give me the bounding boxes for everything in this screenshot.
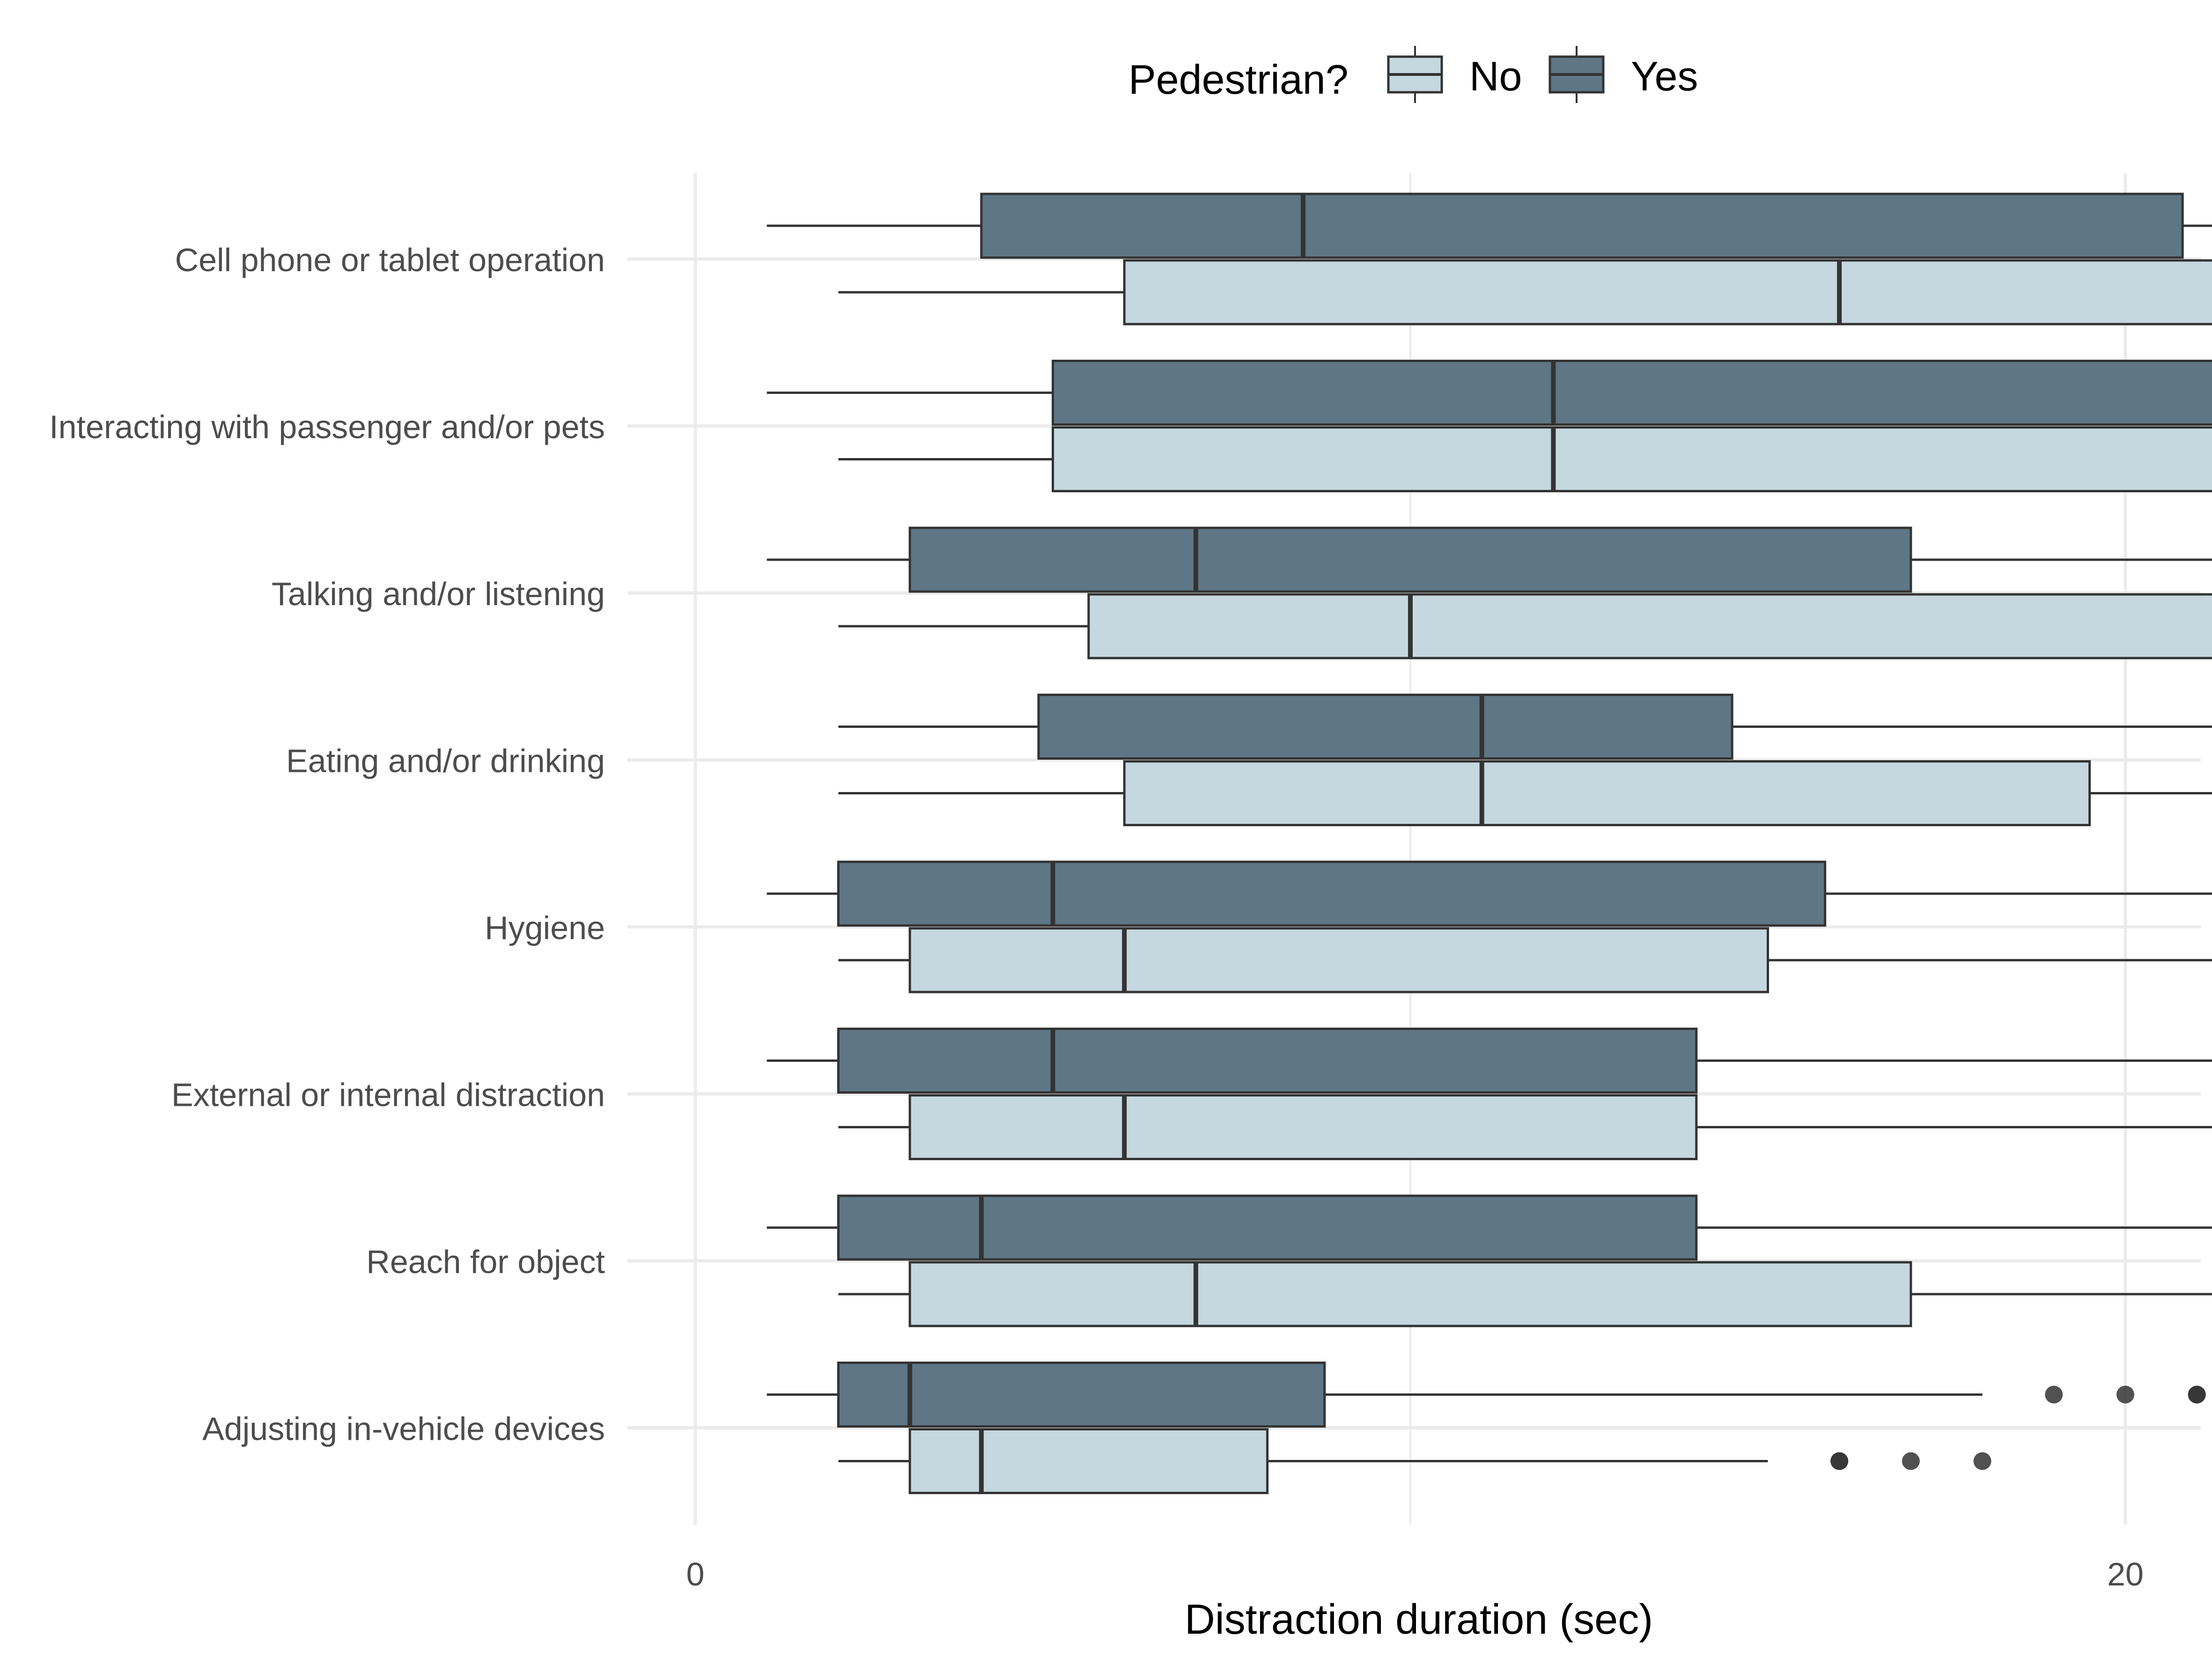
box-iqr <box>980 193 2184 259</box>
category-labels: Cell phone or tablet operation Interactin… <box>49 242 605 1447</box>
box-yes <box>767 1028 2212 1094</box>
box-no <box>838 1094 2212 1160</box>
x-tick-label: 20 <box>2107 1556 2144 1592</box>
box-no <box>838 593 2212 659</box>
box-no <box>838 1261 2212 1327</box>
category-label: Interacting with passenger and/or pets <box>49 409 605 445</box>
legend: Pedestrian? No Yes <box>1128 46 1698 103</box>
outlier-point <box>2045 1385 2063 1404</box>
box-iqr <box>837 1362 1326 1428</box>
legend-entry-no: No <box>1387 46 1522 103</box>
category-label: Talking and/or listening <box>272 576 605 612</box>
outlier-point <box>1973 1452 1991 1470</box>
box-iqr <box>1123 259 2212 326</box>
outlier-point <box>1902 1452 1920 1470</box>
legend-title: Pedestrian? <box>1128 56 1349 103</box>
box-iqr <box>908 1094 1698 1160</box>
category-label: Eating and/or drinking <box>286 743 605 779</box>
box-iqr <box>837 860 1827 927</box>
box-no <box>838 927 2212 993</box>
box-yes <box>767 1362 1983 1428</box>
box-yes <box>767 193 2212 259</box>
box-no <box>838 426 2212 492</box>
legend-label: Yes <box>1631 53 1698 99</box>
category-label: Adjusting in-vehicle devices <box>202 1411 605 1447</box>
box-iqr <box>908 1428 1269 1494</box>
x-axis-title: Distraction duration (sec) <box>1185 1596 1653 1643</box>
legend-label: No <box>1469 53 1522 99</box>
box-no <box>838 259 2212 326</box>
box-iqr <box>908 526 1912 593</box>
legend-entries: No Yes <box>1387 46 1698 103</box>
category-label: Reach for object <box>366 1244 605 1280</box>
box-iqr <box>837 1194 1698 1261</box>
category-label: Cell phone or tablet operation <box>175 242 605 278</box>
box-iqr <box>908 927 1769 993</box>
box-no <box>838 760 2212 826</box>
x-tick-label: 0 <box>686 1556 705 1592</box>
legend-entry-yes: Yes <box>1548 46 1698 103</box>
box-yes <box>767 526 2212 593</box>
box-no <box>838 1428 1768 1494</box>
category-label: External or internal distraction <box>171 1077 605 1113</box>
box-iqr <box>1037 694 1733 760</box>
box-yes <box>767 860 2212 927</box>
box-iqr <box>1052 360 2212 426</box>
box-iqr <box>1052 426 2212 492</box>
box-yes <box>767 360 2212 426</box>
outlier-point <box>1830 1452 1849 1470</box>
outlier-point <box>2116 1385 2134 1404</box>
x-tick-labels: 020406080 <box>686 1556 2144 1592</box>
box-iqr <box>1123 760 2091 826</box>
box-iqr <box>837 1028 1698 1094</box>
outlier-point <box>2188 1385 2206 1404</box>
outlier-layer <box>1830 1385 2206 1470</box>
category-label: Hygiene <box>485 910 605 946</box>
box-iqr <box>1087 593 2212 659</box>
box-layer <box>767 193 2212 1494</box>
box-yes <box>838 694 2212 760</box>
box-yes <box>767 1194 2212 1261</box>
box-iqr <box>908 1261 1912 1327</box>
